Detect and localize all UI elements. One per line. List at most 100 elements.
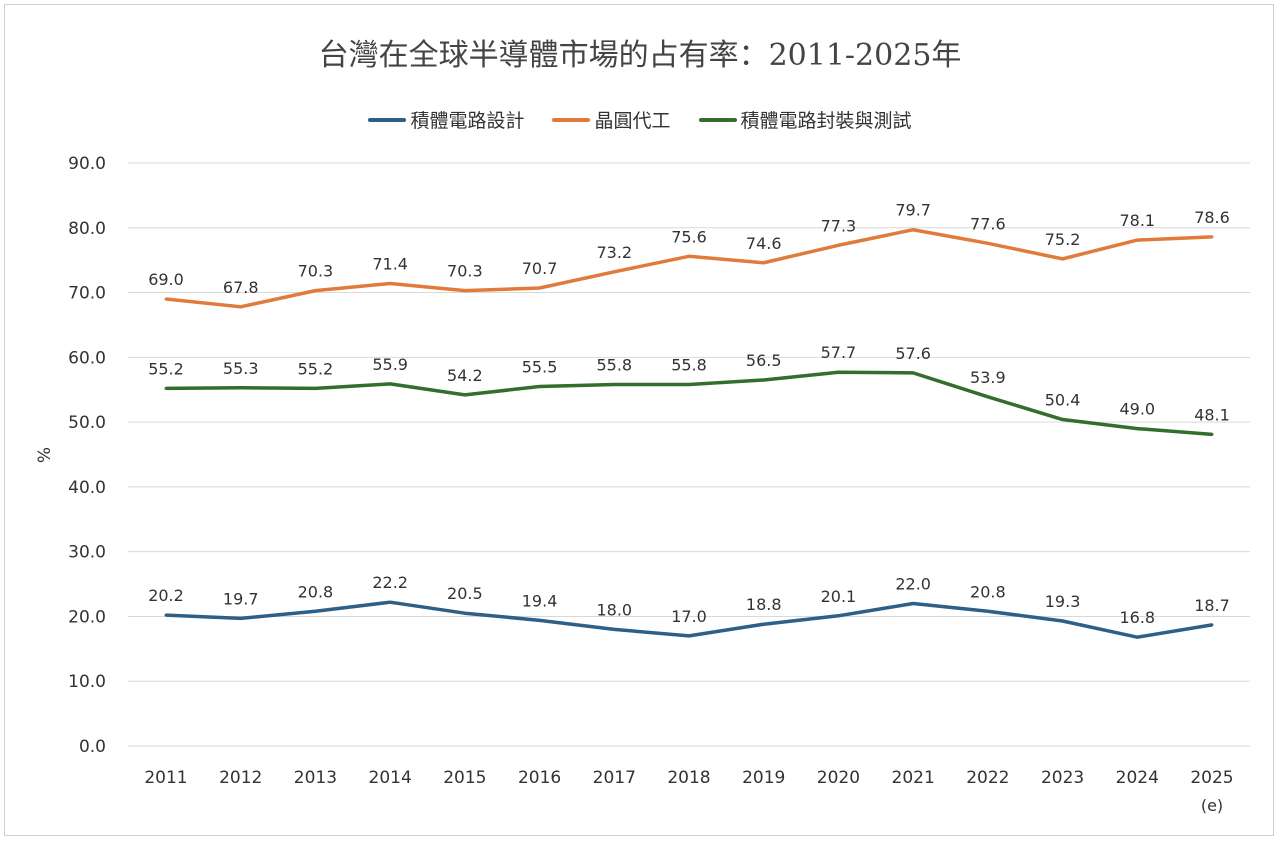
data-point <box>388 382 392 386</box>
data-label: 70.7 <box>522 259 558 278</box>
data-point <box>1061 418 1065 422</box>
legend-item-ic-design: 積體電路設計 <box>368 106 524 133</box>
data-point <box>1061 619 1065 623</box>
data-point <box>1210 432 1214 436</box>
data-point <box>463 393 467 397</box>
data-label: 77.6 <box>970 214 1006 233</box>
data-point <box>911 371 915 375</box>
data-label: 75.6 <box>671 227 707 246</box>
data-label: 75.2 <box>1045 230 1081 249</box>
data-label: 70.3 <box>298 262 334 281</box>
data-label: 73.2 <box>596 243 632 262</box>
y-tick-label: 10.0 <box>68 672 106 692</box>
legend-label: 晶圓代工 <box>594 110 671 132</box>
data-label: 67.8 <box>223 278 259 297</box>
data-label: 79.7 <box>895 201 931 220</box>
legend-swatch <box>552 117 591 122</box>
x-tick-label: 2014 <box>369 768 412 788</box>
data-label: 20.2 <box>148 586 184 605</box>
data-point <box>836 243 840 247</box>
data-label: 18.7 <box>1194 596 1230 615</box>
data-label: 19.4 <box>522 591 558 610</box>
y-tick-label: 90.0 <box>68 154 106 174</box>
y-tick-label: 20.0 <box>68 607 106 627</box>
x-tick-label: 2022 <box>966 768 1009 788</box>
data-label: 55.9 <box>372 355 408 374</box>
data-point <box>911 228 915 232</box>
data-label: 78.6 <box>1194 208 1230 227</box>
data-point <box>239 616 243 620</box>
x-tick-label: 2019 <box>742 768 785 788</box>
data-point <box>836 370 840 374</box>
data-label: 19.7 <box>223 589 259 608</box>
legend-item-packaging-testing: 積體電路封裝與測試 <box>698 106 912 133</box>
data-label: 69.0 <box>148 270 184 289</box>
legend-swatch <box>368 117 407 122</box>
data-label: 48.1 <box>1194 405 1230 424</box>
data-label: 77.3 <box>821 216 857 235</box>
data-point <box>463 289 467 293</box>
data-label: 49.0 <box>1119 400 1155 419</box>
data-label: 74.6 <box>746 234 782 253</box>
y-axis-label: % <box>35 447 55 463</box>
data-label: 56.5 <box>746 351 782 370</box>
data-point <box>986 395 990 399</box>
data-label: 17.0 <box>671 607 707 626</box>
data-point <box>986 241 990 245</box>
data-label: 57.7 <box>821 343 857 362</box>
data-label: 55.2 <box>148 359 184 378</box>
data-point <box>1135 427 1139 431</box>
x-tick-label: 2020 <box>817 768 860 788</box>
data-point <box>687 634 691 638</box>
data-point <box>388 281 392 285</box>
data-label: 55.8 <box>671 356 707 375</box>
data-label: 55.8 <box>596 356 632 375</box>
data-label: 53.9 <box>970 368 1006 387</box>
data-label: 19.3 <box>1045 592 1081 611</box>
x-tick-label: 2023 <box>1041 768 1084 788</box>
data-point <box>164 613 168 617</box>
data-label: 20.8 <box>970 582 1006 601</box>
y-tick-label: 50.0 <box>68 413 106 433</box>
data-point <box>538 618 542 622</box>
data-point <box>986 609 990 613</box>
data-label: 16.8 <box>1119 608 1155 627</box>
y-tick-label: 40.0 <box>68 478 106 498</box>
data-label: 55.3 <box>223 359 259 378</box>
data-point <box>164 386 168 390</box>
data-point <box>313 386 317 390</box>
data-point <box>1061 257 1065 261</box>
x-tick-note: (e) <box>1201 796 1223 815</box>
legend: 積體電路設計 晶圓代工 積體電路封裝與測試 <box>0 106 1280 133</box>
data-point <box>762 622 766 626</box>
data-point <box>388 600 392 604</box>
data-label: 55.2 <box>298 359 334 378</box>
data-label: 20.1 <box>821 587 857 606</box>
data-point <box>463 611 467 615</box>
data-label: 50.4 <box>1045 391 1081 410</box>
data-point <box>313 609 317 613</box>
data-point <box>762 378 766 382</box>
data-point <box>538 384 542 388</box>
data-point <box>1135 238 1139 242</box>
data-label: 20.5 <box>447 584 483 603</box>
data-point <box>762 261 766 265</box>
data-point <box>612 270 616 274</box>
y-tick-label: 60.0 <box>68 348 106 368</box>
data-point <box>612 383 616 387</box>
data-label: 18.8 <box>746 595 782 614</box>
x-tick-label: 2025 <box>1190 768 1233 788</box>
x-tick-label: 2018 <box>667 768 710 788</box>
x-tick-label: 2015 <box>443 768 486 788</box>
data-point <box>687 383 691 387</box>
data-point <box>239 386 243 390</box>
data-point <box>911 601 915 605</box>
data-label: 22.2 <box>372 573 408 592</box>
x-tick-label: 2024 <box>1116 768 1159 788</box>
y-tick-label: 80.0 <box>68 219 106 239</box>
x-tick-label: 2016 <box>518 768 561 788</box>
data-label: 22.0 <box>895 574 931 593</box>
data-point <box>1210 235 1214 239</box>
data-label: 20.8 <box>298 582 334 601</box>
